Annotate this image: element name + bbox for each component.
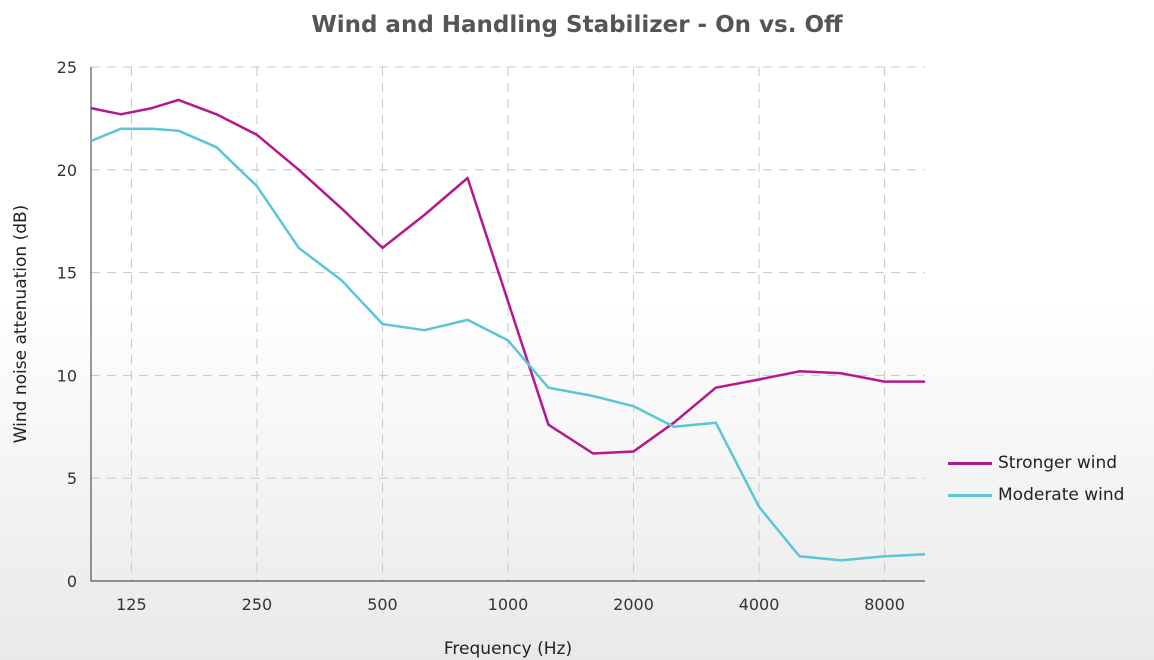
y-axis-label: Wind noise attenuation (dB) (11, 205, 31, 444)
axes (90, 67, 925, 582)
chart-title: Wind and Handling Stabilizer - On vs. Of… (311, 12, 843, 38)
x-tick-label: 500 (367, 595, 398, 614)
series-lines (90, 98, 926, 562)
x-tick-label: 125 (116, 595, 147, 614)
legend-label-moderate-wind: Moderate wind (998, 485, 1125, 505)
y-tick-label: 5 (67, 469, 77, 488)
series-line-moderate-wind (90, 127, 926, 562)
y-tick-label: 20 (57, 161, 77, 180)
y-tick-labels: 0 5 10 15 20 25 (57, 58, 77, 591)
legend: Stronger wind Moderate wind (948, 447, 1124, 511)
series-line-stronger-wind (90, 98, 925, 455)
y-tick-label: 25 (57, 58, 77, 77)
legend-swatch-stronger-wind (948, 461, 992, 465)
legend-swatch-moderate-wind (948, 493, 992, 497)
x-tick-labels: 125 250 500 1000 2000 4000 8000 (116, 595, 905, 614)
legend-item-moderate-wind[interactable]: Moderate wind (948, 479, 1124, 511)
x-axis-label: Frequency (Hz) (444, 639, 572, 659)
grid-lines (91, 66, 925, 581)
y-tick-label: 0 (67, 572, 77, 591)
x-tick-label: 4000 (739, 595, 780, 614)
legend-item-stronger-wind[interactable]: Stronger wind (948, 447, 1124, 479)
y-tick-label: 15 (57, 264, 77, 283)
x-tick-label: 250 (242, 595, 273, 614)
x-tick-label: 1000 (488, 595, 529, 614)
legend-label-stronger-wind: Stronger wind (998, 453, 1118, 473)
x-tick-label: 8000 (864, 595, 905, 614)
x-tick-label: 2000 (613, 595, 654, 614)
y-tick-label: 10 (57, 366, 77, 385)
